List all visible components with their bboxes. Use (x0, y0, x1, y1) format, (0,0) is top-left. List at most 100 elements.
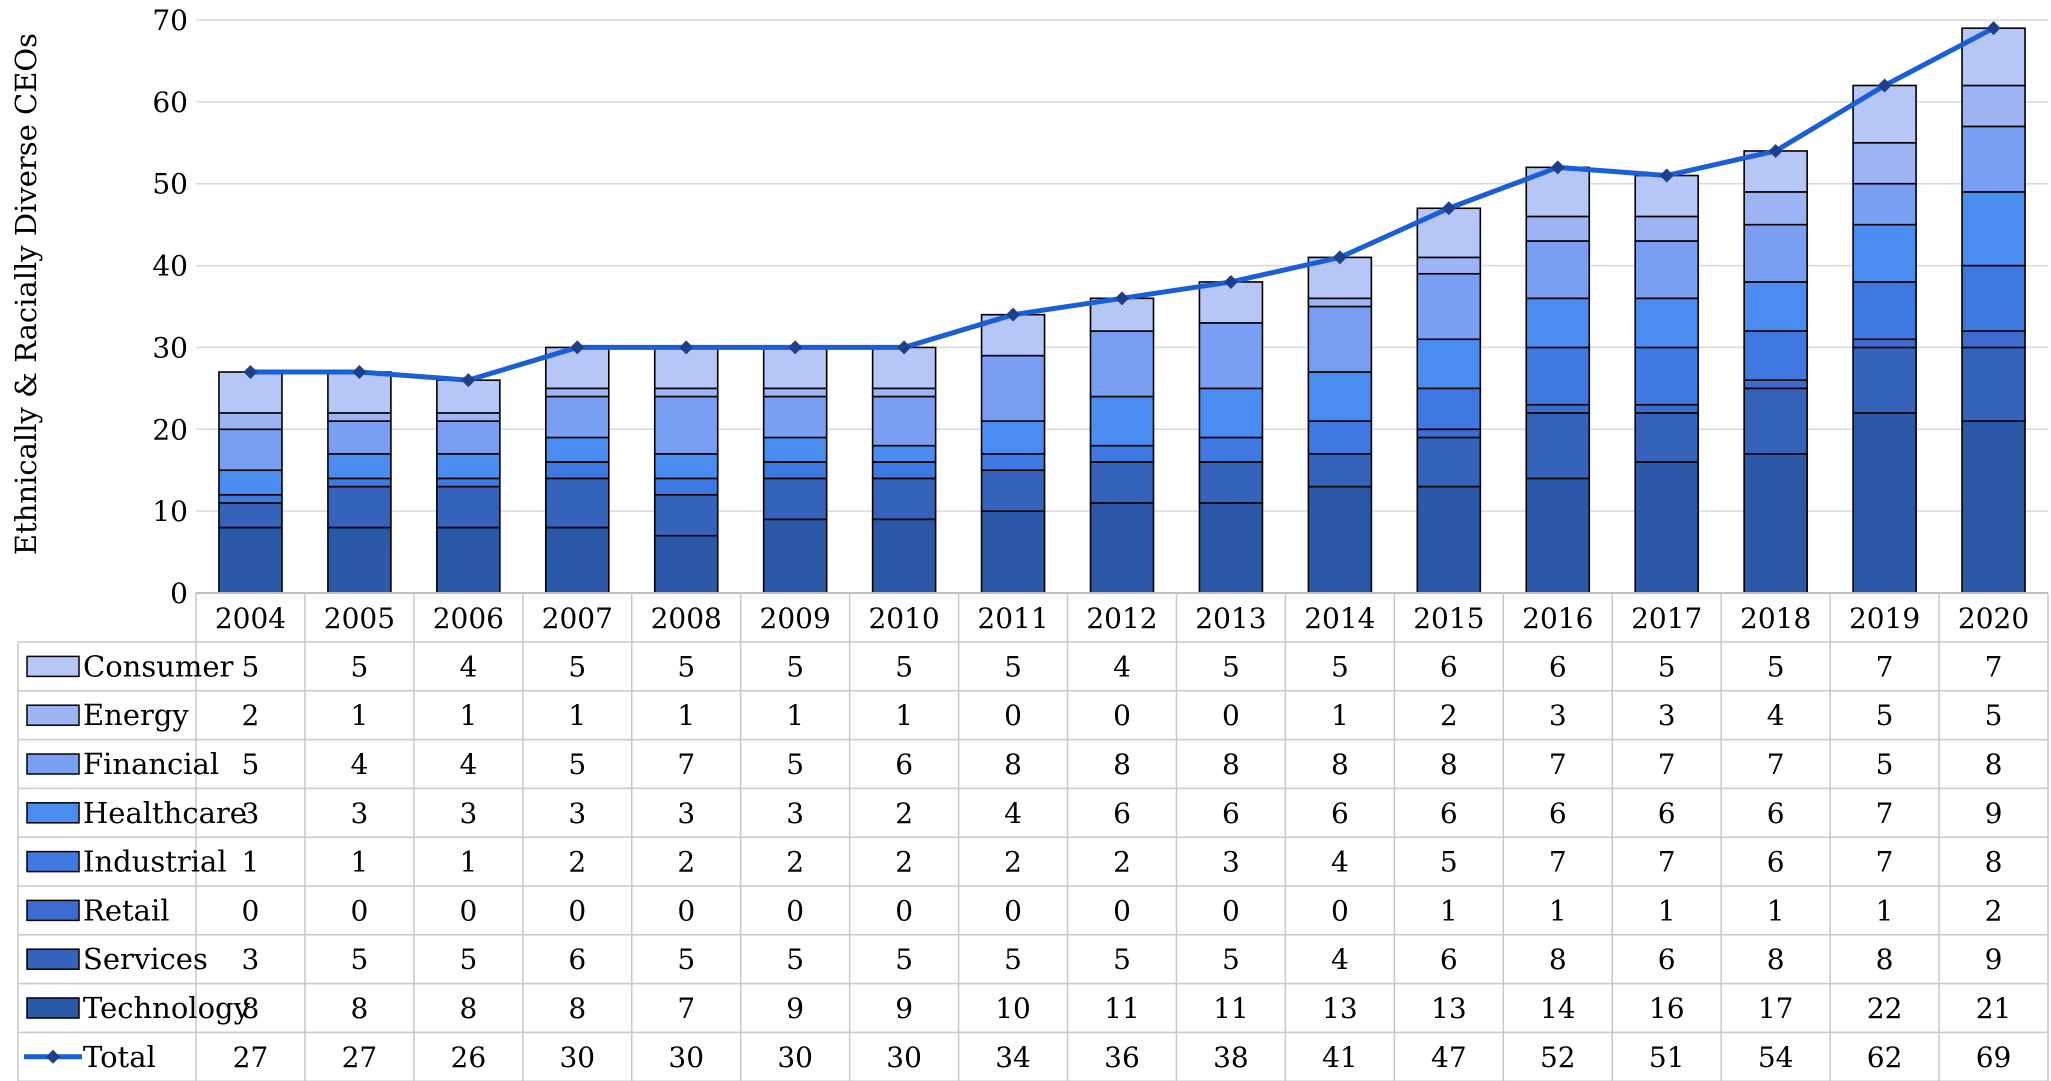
table-cell: 3 (1549, 699, 1567, 732)
table-cell: 1 (677, 699, 695, 732)
table-cell: 3 (350, 797, 368, 830)
table-cell: 30 (886, 1041, 922, 1074)
total-point (243, 364, 258, 379)
table-cell: 3 (1222, 846, 1240, 879)
bar-segment-services (218, 502, 283, 529)
total-point (352, 364, 367, 379)
bar-segment-services (1307, 453, 1373, 488)
table-cell: 3 (568, 797, 586, 830)
bar-segment-services (436, 485, 501, 529)
bar-segment-financial (1743, 223, 1808, 283)
table-cell: 41 (1322, 1041, 1358, 1074)
table-cell: 6 (895, 748, 913, 781)
x-tick-label: 2014 (1304, 602, 1375, 635)
legend-label-financial: Financial (83, 747, 219, 781)
x-tick-label: 2004 (215, 602, 286, 635)
bar-segment-services (327, 485, 392, 529)
bar-segment-financial (1307, 305, 1373, 373)
table-cell: 13 (1322, 992, 1358, 1025)
table-cell: 4 (1767, 699, 1785, 732)
table-cell: 2 (895, 797, 913, 830)
table-cell: 5 (1876, 748, 1894, 781)
table-cell: 13 (1431, 992, 1467, 1025)
bar-segment-technology (436, 526, 501, 594)
table-cell: 9 (1985, 797, 2003, 830)
y-axis: 0 10 20 30 40 50 60 70 (152, 4, 188, 610)
table-cell: 7 (677, 992, 695, 1025)
bar-segment-technology (762, 518, 828, 594)
y-tick-label: 70 (152, 4, 188, 37)
table-cell: 1 (350, 846, 368, 879)
table-cell: 5 (1767, 650, 1785, 683)
table-cell: 0 (1113, 699, 1131, 732)
bar-segment-technology (1852, 412, 1917, 594)
bar-segment-technology (218, 526, 283, 594)
table-cell: 6 (1222, 797, 1240, 830)
legend-label-energy: Energy (83, 698, 189, 732)
bars (218, 27, 2026, 594)
table-cell: 7 (1767, 748, 1785, 781)
table-cell: 17 (1758, 992, 1794, 1025)
table-cell: 11 (1104, 992, 1140, 1025)
table-cell: 8 (1549, 943, 1567, 976)
bar-segment-services (1089, 461, 1155, 504)
bar-segment-financial (1198, 322, 1264, 390)
bar-segment-energy (1743, 191, 1808, 226)
y-tick-label: 10 (152, 495, 188, 528)
bar-segment-financial (1634, 240, 1700, 300)
bar-segment-services (871, 477, 937, 521)
bar-segment-energy (1307, 297, 1373, 308)
table-cell: 7 (1985, 650, 2003, 683)
table-cell: 0 (568, 894, 586, 927)
bar-segment-services (1416, 436, 1482, 488)
bar-segment-industrial (1089, 444, 1155, 463)
total-point (897, 340, 912, 355)
table-cell: 0 (1331, 894, 1349, 927)
table-cell: 1 (1331, 699, 1349, 732)
bar-segment-industrial (218, 493, 283, 504)
table-cell: 1 (459, 699, 477, 732)
legend-swatch-technology (26, 997, 80, 1019)
bar-segment-technology (1198, 502, 1264, 594)
legend-swatch-consumer (26, 655, 80, 678)
table-cell: 5 (1222, 650, 1240, 683)
legend-swatch-financial (26, 753, 80, 775)
table-cell: 5 (1658, 650, 1676, 683)
y-tick-label: 30 (152, 331, 188, 364)
table-cell: 69 (1976, 1041, 2012, 1074)
table-cell: 2 (895, 846, 913, 879)
table-cell: 0 (1004, 699, 1022, 732)
total-point (461, 373, 476, 388)
x-tick-label: 2017 (1631, 602, 1702, 635)
table-cell: 8 (1113, 748, 1131, 781)
table-cell: 4 (350, 748, 368, 781)
table-cell: 9 (895, 992, 913, 1025)
table-cell: 6 (1440, 797, 1458, 830)
bar-segment-financial (871, 395, 937, 447)
bar-segment-services (762, 477, 828, 521)
bar-segment-industrial (1307, 420, 1373, 455)
bar-segment-technology (1634, 461, 1700, 594)
table-cell: 5 (786, 650, 804, 683)
table-cell: 52 (1540, 1041, 1576, 1074)
bar-segment-healthcare (1416, 338, 1482, 390)
table-cell: 11 (1213, 992, 1249, 1025)
bar-segment-healthcare (327, 453, 392, 480)
bar-segment-financial (653, 395, 719, 455)
total-line (243, 21, 2001, 388)
x-tick-label: 2016 (1522, 602, 1593, 635)
bar-segment-healthcare (762, 436, 828, 463)
table-cell: 30 (777, 1041, 813, 1074)
table-cell: 4 (1004, 797, 1022, 830)
x-tick-label: 2019 (1849, 602, 1920, 635)
table-cell: 3 (677, 797, 695, 830)
bar-segment-services (980, 469, 1046, 512)
table-cell: 5 (1222, 943, 1240, 976)
table-cell: 8 (1222, 748, 1240, 781)
table-cell: 22 (1867, 992, 1903, 1025)
total-point (1115, 291, 1129, 306)
table-cell: 30 (668, 1041, 704, 1074)
bar-segment-technology (980, 510, 1046, 594)
table-cell: 5 (677, 650, 695, 683)
bar-segment-financial (218, 428, 283, 472)
